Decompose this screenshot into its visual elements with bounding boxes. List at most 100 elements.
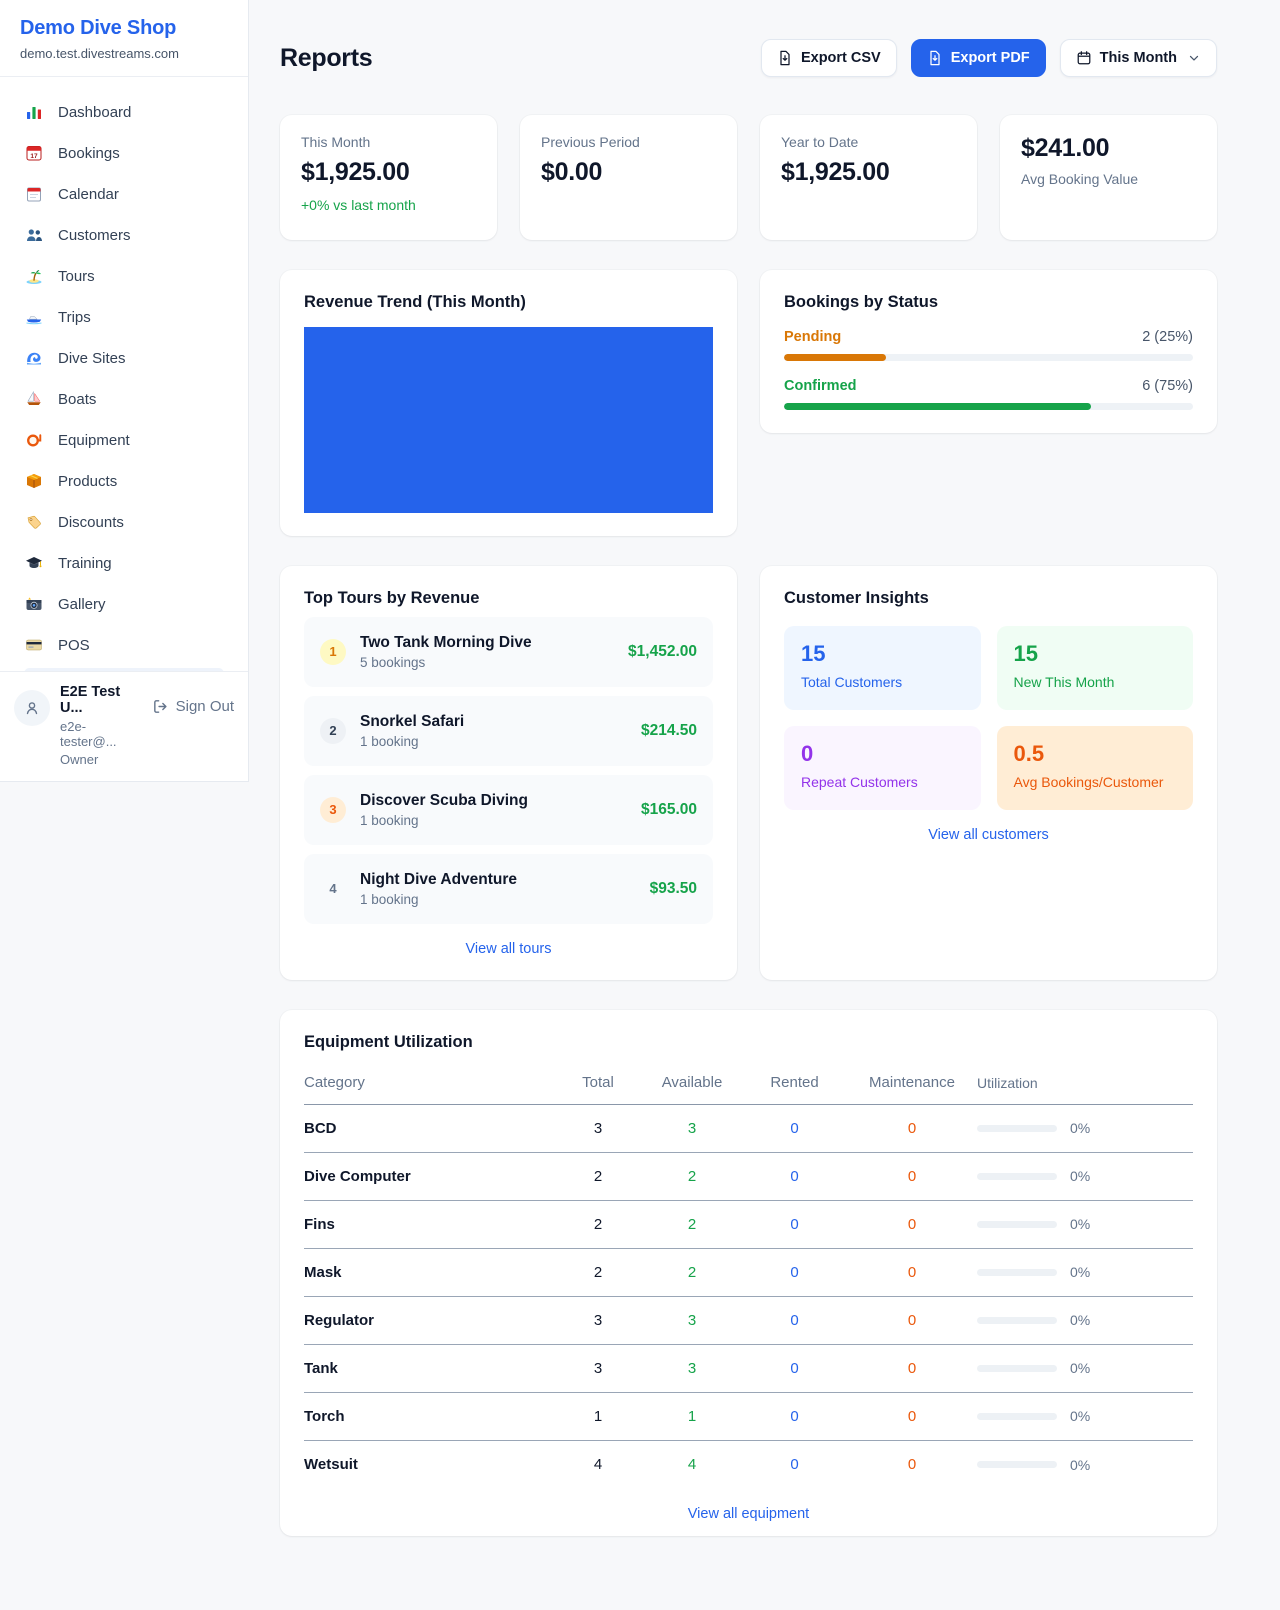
utilization-cell: 0% (977, 1360, 1193, 1376)
top-tours-card: Top Tours by Revenue 1 Two Tank Morning … (280, 565, 737, 980)
sidebar-item-gallery[interactable]: Gallery (14, 586, 234, 622)
list-item: 1 Two Tank Morning Dive 5 bookings $1,45… (304, 616, 713, 687)
total-cell: 2 (593, 1215, 603, 1233)
rented-cell: 0 (790, 1407, 799, 1425)
stat-label: This Month (301, 133, 371, 150)
available-cell: 1 (687, 1407, 697, 1425)
sidebar-item-dive-sites[interactable]: Dive Sites (14, 340, 234, 376)
sidebar-item-label: Dive Sites (58, 349, 126, 367)
sidebar-item-discounts[interactable]: Discounts (14, 504, 234, 540)
sidebar-item-customers[interactable]: Customers (14, 217, 234, 253)
column-header: Available (661, 1074, 723, 1091)
rented-cell: 0 (790, 1119, 799, 1137)
shop-name: Demo Dive Shop (20, 17, 177, 39)
category-cell: Regulator (304, 1311, 375, 1329)
stat-card-this-month: This Month $1,925.00 +0% vs last month (280, 114, 497, 240)
status-count: 2 (25%) (1142, 328, 1193, 345)
rank-badge: 3 (320, 796, 346, 823)
table-header-row: Category Total Available Rented Maintena… (304, 1062, 1193, 1105)
table-row: Dive Computer 2 2 0 0 0% (304, 1153, 1193, 1201)
utilization-percent: 0% (1070, 1456, 1091, 1473)
sidebar-item-bookings[interactable]: 17 Bookings (14, 135, 234, 171)
utilization-percent: 0% (1070, 1360, 1091, 1376)
sign-out-icon (153, 700, 167, 713)
column-header: Maintenance (869, 1074, 955, 1091)
stat-label: Year to Date (781, 133, 859, 150)
sidebar-item-label: Equipment (58, 431, 130, 449)
sidebar-item-training[interactable]: Training (14, 545, 234, 581)
stat-cards: This Month $1,925.00 +0% vs last month P… (280, 114, 1217, 240)
page-title: Reports (280, 43, 373, 72)
maintenance-cell: 0 (907, 1263, 917, 1281)
sidebar-item-products[interactable]: Products (14, 463, 234, 499)
utilization-bar (977, 1124, 1057, 1132)
rented-cell: 0 (790, 1359, 799, 1377)
available-cell: 3 (687, 1311, 697, 1329)
insight-tiles: 15 Total Customers 15 New This Month 0 R… (784, 625, 1193, 810)
rented-cell: 0 (790, 1311, 799, 1329)
available-cell: 2 (687, 1167, 697, 1185)
column-header: Utilization (977, 1074, 1038, 1091)
list-item: 4 Night Dive Adventure 1 booking $93.50 (304, 853, 713, 924)
available-cell: 3 (687, 1359, 697, 1377)
revenue-trend-chart (304, 326, 713, 513)
period-select[interactable]: This Month (1059, 39, 1217, 78)
sidebar-item-label: Tours (58, 267, 95, 285)
tour-bookings: 1 booking (360, 812, 419, 828)
view-all-customers-link[interactable]: View all customers (928, 826, 1049, 843)
tour-bookings: 1 booking (360, 733, 419, 749)
table-row: Regulator 3 3 0 0 0% (304, 1297, 1193, 1345)
view-all-tours-link[interactable]: View all tours (465, 940, 552, 957)
sailboat-icon (24, 390, 44, 408)
utilization-cell: 0% (977, 1120, 1193, 1136)
top-tours-title: Top Tours by Revenue (304, 588, 480, 607)
tile-value: 0.5 (1013, 740, 1045, 766)
tile-label: New This Month (1013, 673, 1115, 690)
column-header: Rented (770, 1074, 819, 1091)
status-label: Confirmed (784, 377, 857, 394)
user-email: e2e-tester@... (60, 719, 117, 749)
total-cell: 2 (593, 1263, 603, 1281)
equipment-utilization-card: Equipment Utilization Category Total Ava… (280, 1009, 1217, 1536)
tour-bookings: 1 booking (360, 891, 419, 907)
tour-bookings: 5 bookings (360, 654, 426, 670)
utilization-bar (977, 1412, 1057, 1420)
sidebar-item-calendar[interactable]: Calendar (14, 176, 234, 212)
sidebar-item-tours[interactable]: Tours (14, 258, 234, 294)
stat-card-avg-booking-value: $241.00 Avg Booking Value (1000, 114, 1217, 240)
tour-revenue: $165.00 (640, 800, 697, 818)
package-icon (24, 472, 44, 490)
sidebar-item-boats[interactable]: Boats (14, 381, 234, 417)
export-csv-button[interactable]: Export CSV (760, 39, 897, 78)
stat-card-previous-period: Previous Period $0.00 (520, 114, 737, 240)
view-all-equipment-link[interactable]: View all equipment (687, 1505, 810, 1522)
tile-value: 15 (1013, 640, 1038, 666)
sidebar-item-equipment[interactable]: Equipment (14, 422, 234, 458)
tag-icon (24, 513, 44, 531)
sidebar-item-label: Products (58, 472, 118, 490)
tile-label: Repeat Customers (801, 773, 918, 790)
utilization-bar (977, 1461, 1057, 1468)
equipment-table: Category Total Available Rented Maintena… (304, 1062, 1193, 1489)
tour-revenue: $214.50 (640, 721, 697, 739)
utilization-cell: 0% (977, 1264, 1193, 1280)
sidebar-item-dashboard[interactable]: Dashboard (14, 94, 234, 130)
export-pdf-button[interactable]: Export PDF (910, 39, 1046, 78)
stat-value: $1,925.00 (781, 157, 890, 186)
available-cell: 2 (687, 1263, 697, 1281)
utilization-percent: 0% (1070, 1408, 1091, 1424)
credit-card-icon (24, 636, 44, 654)
rank-badge: 4 (329, 881, 337, 896)
maintenance-cell: 0 (907, 1456, 917, 1473)
sidebar-item-pos[interactable]: POS (14, 627, 234, 663)
sidebar-item-label: Customers (58, 226, 131, 244)
sidebar-nav: Dashboard 17 Bookings Calendar Customers… (0, 77, 248, 679)
category-cell: Mask (304, 1263, 342, 1281)
rented-cell: 0 (790, 1456, 799, 1473)
sidebar-item-trips[interactable]: Trips (14, 299, 234, 335)
page-header: Reports Export CSV Export PDF This Month (280, 27, 1217, 90)
rented-cell: 0 (790, 1167, 799, 1185)
sign-out-button[interactable]: Sign Out (152, 698, 234, 715)
utilization-bar (977, 1364, 1057, 1372)
graduation-cap-icon (24, 554, 44, 572)
